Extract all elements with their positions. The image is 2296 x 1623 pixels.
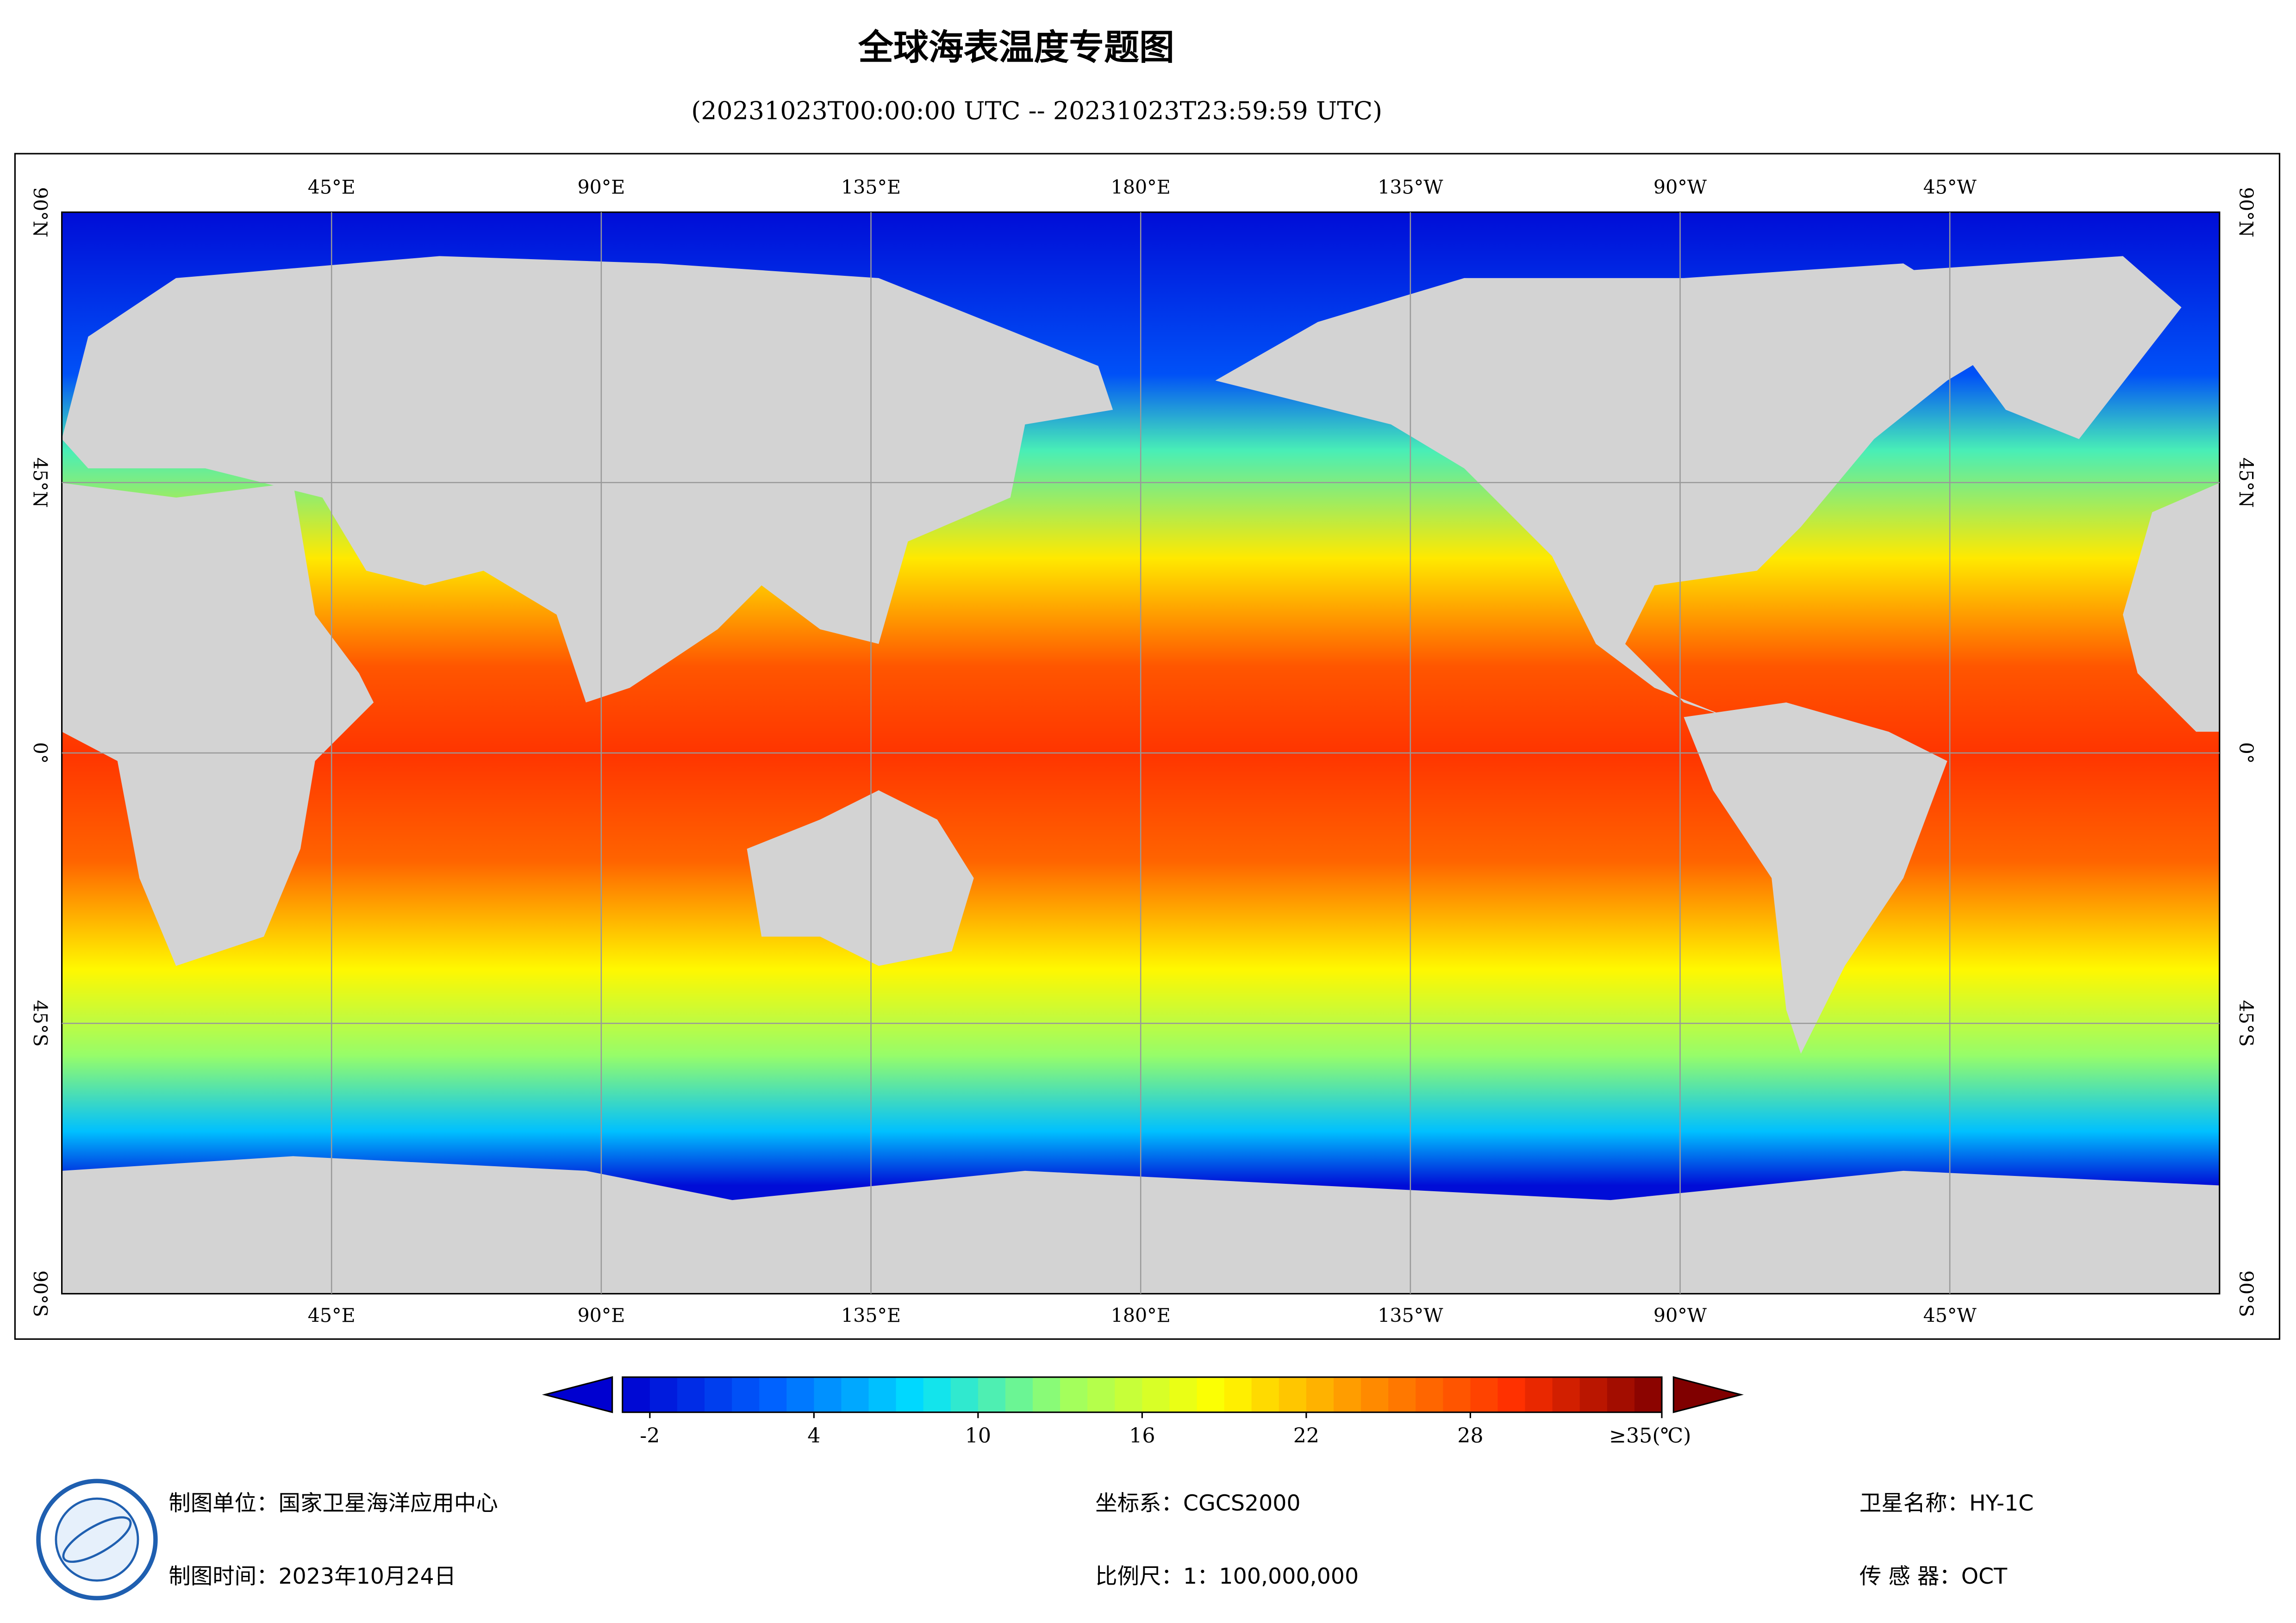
colorbar-cell xyxy=(1279,1377,1307,1412)
map xyxy=(61,211,2221,1295)
footer-sensor: 传 感 器：OCT xyxy=(1859,1564,2008,1589)
south-america xyxy=(1684,702,1947,1054)
colorbar-cell xyxy=(1497,1377,1526,1412)
lat-label: 90°S xyxy=(29,1270,51,1317)
lat-label: 0° xyxy=(2235,742,2257,764)
colorbar-label: 16 xyxy=(1129,1424,1155,1448)
logo xyxy=(36,1479,158,1600)
colorbar-cell xyxy=(1169,1377,1198,1412)
lat-label: 90°N xyxy=(2235,187,2257,237)
lon-label: 180°E xyxy=(1111,176,1171,198)
colorbar-cell xyxy=(1224,1377,1252,1412)
colorbar-label: -2 xyxy=(640,1424,660,1448)
colorbar-over xyxy=(1672,1376,1744,1413)
colorbar-cell xyxy=(759,1377,787,1412)
colorbar-cell xyxy=(1197,1377,1225,1412)
colorbar-cell xyxy=(704,1377,733,1412)
colorbar-cell xyxy=(649,1377,678,1412)
lat-label: 45°S xyxy=(2235,1000,2257,1047)
colorbar-label: 4 xyxy=(807,1424,820,1448)
colorbar-cell xyxy=(978,1377,1006,1412)
footer-unit: 制图单位：国家卫星海洋应用中心 xyxy=(168,1491,498,1516)
north-america xyxy=(1215,263,2021,717)
colorbar-cell xyxy=(1087,1377,1116,1412)
lon-label: 135°E xyxy=(841,1305,901,1327)
colorbar-cell xyxy=(1552,1377,1580,1412)
colorbar-cell xyxy=(1443,1377,1471,1412)
lat-label: 90°N xyxy=(29,187,51,237)
lat-label: 45°S xyxy=(29,1000,51,1047)
lon-label: 90°E xyxy=(577,1305,625,1327)
subtitle: (20231023T00:00:00 UTC -- 20231023T23:59… xyxy=(691,96,1382,125)
colorbar-cell xyxy=(732,1377,760,1412)
colorbar-cell xyxy=(1634,1377,1662,1412)
colorbar-cell xyxy=(896,1377,924,1412)
colorbar-cell xyxy=(1306,1377,1334,1412)
lon-label: 45°E xyxy=(308,176,356,198)
colorbar-cell xyxy=(1033,1377,1061,1412)
africa-west xyxy=(2123,483,2220,732)
greenland xyxy=(1903,256,2182,439)
footer-crs: 坐标系：CGCS2000 xyxy=(1095,1491,1300,1516)
footer-satellite: 卫星名称：HY-1C xyxy=(1859,1491,2034,1516)
lon-label: 45°W xyxy=(1923,176,1977,198)
colorbar-cell xyxy=(1470,1377,1498,1412)
colorbar-label: ≥35(℃) xyxy=(1609,1424,1691,1448)
lon-label: 90°W xyxy=(1653,176,1707,198)
colorbar-cell xyxy=(1607,1377,1635,1412)
colorbar-cell xyxy=(1251,1377,1279,1412)
colorbar-cell xyxy=(841,1377,869,1412)
colorbar-cell xyxy=(1361,1377,1389,1412)
footer-scale: 比例尺：1：100,000,000 xyxy=(1095,1564,1359,1589)
colorbar-cell xyxy=(1060,1377,1088,1412)
colorbar-cell xyxy=(1333,1377,1361,1412)
lat-label: 90°S xyxy=(2235,1270,2257,1317)
colorbar-cell xyxy=(1579,1377,1608,1412)
colorbar-label: 22 xyxy=(1293,1424,1319,1448)
lon-label: 90°W xyxy=(1653,1305,1707,1327)
colorbar-cell xyxy=(814,1377,842,1412)
footer-date: 制图时间：2023年10月24日 xyxy=(168,1564,456,1589)
colorbar-label: 28 xyxy=(1457,1424,1483,1448)
colorbar-under xyxy=(542,1376,613,1413)
africa xyxy=(62,483,374,966)
colorbar-cell xyxy=(622,1377,650,1412)
colorbar-cell xyxy=(1388,1377,1416,1412)
lon-label: 135°W xyxy=(1378,1305,1443,1327)
lon-label: 180°E xyxy=(1111,1305,1171,1327)
lon-label: 90°E xyxy=(577,176,625,198)
colorbar-cell xyxy=(1005,1377,1033,1412)
colorbar-label: 10 xyxy=(965,1424,991,1448)
colorbar-cell xyxy=(677,1377,705,1412)
lon-label: 135°E xyxy=(841,176,901,198)
colorbar-cell xyxy=(950,1377,979,1412)
colorbar-cell xyxy=(1525,1377,1553,1412)
title: 全球海表温度专题图 xyxy=(858,27,1174,68)
colorbar-cell xyxy=(1416,1377,1444,1412)
colorbar-cell xyxy=(868,1377,897,1412)
lon-label: 135°W xyxy=(1378,176,1443,198)
colorbar-cell xyxy=(1142,1377,1170,1412)
colorbar-cell xyxy=(786,1377,815,1412)
lat-label: 45°N xyxy=(2235,457,2257,508)
frame xyxy=(14,153,2281,1340)
lon-label: 45°W xyxy=(1923,1305,1977,1327)
lat-label: 0° xyxy=(29,742,51,764)
lat-label: 45°N xyxy=(29,457,51,508)
colorbar-cell xyxy=(1115,1377,1143,1412)
eurasia xyxy=(62,256,1113,703)
lon-label: 45°E xyxy=(308,1305,356,1327)
australia xyxy=(747,790,974,966)
colorbar-cell xyxy=(923,1377,951,1412)
